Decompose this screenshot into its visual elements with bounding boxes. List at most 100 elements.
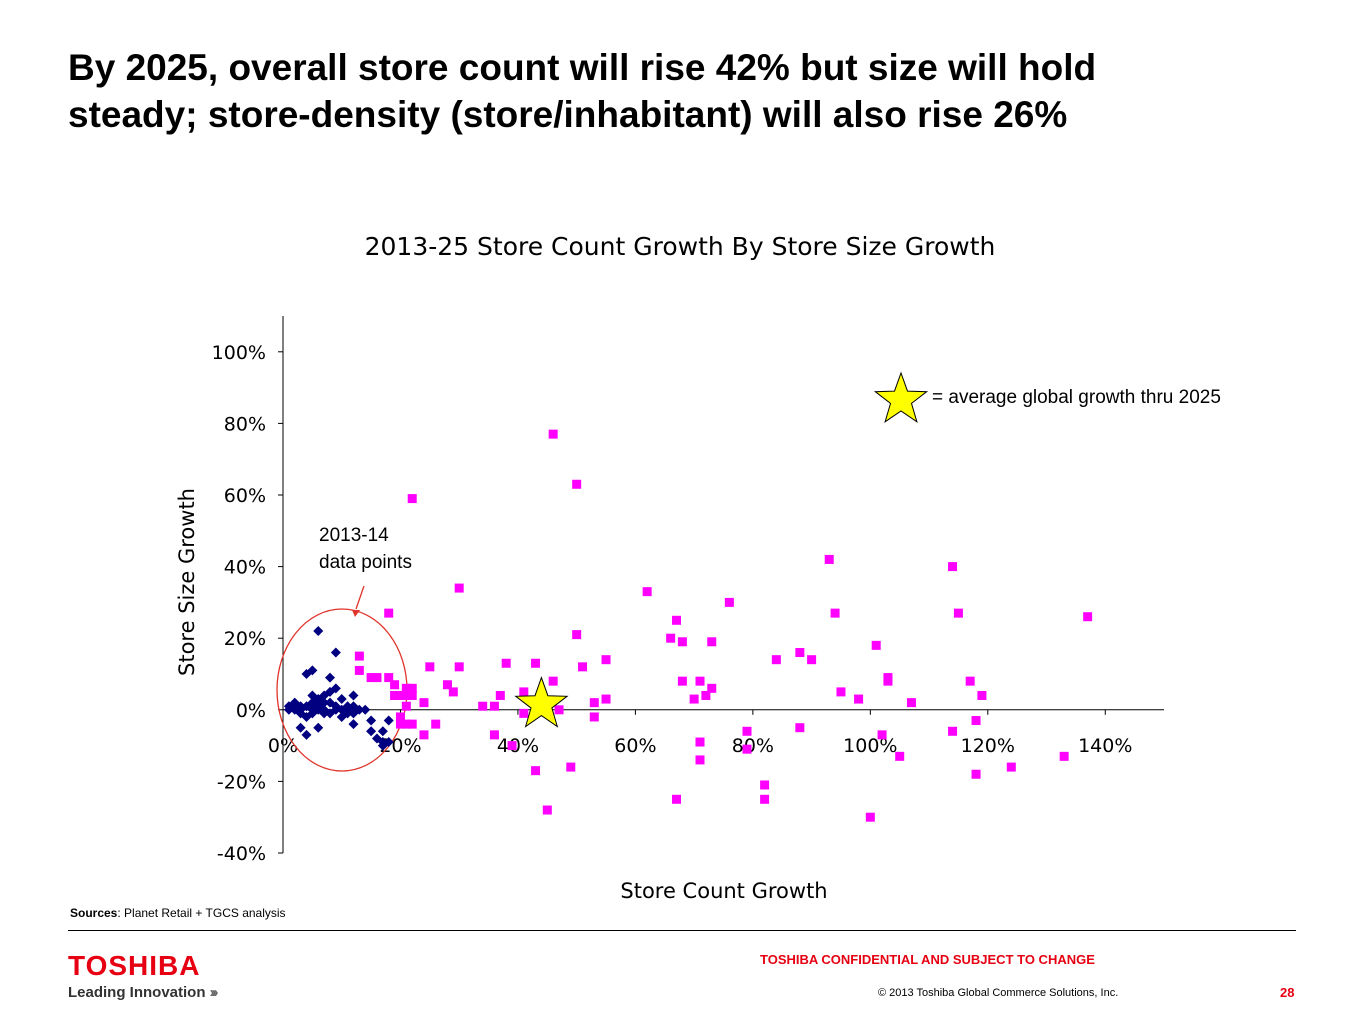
data-point-2013-25: [407, 719, 417, 729]
data-point-2013-25: [1083, 612, 1093, 622]
data-point-2013-25: [760, 794, 770, 804]
data-point-2013-25: [724, 597, 734, 607]
legend-text: = average global growth thru 2025: [932, 387, 1221, 408]
data-point-2013-25: [407, 690, 417, 700]
data-point-2013-14: [348, 690, 359, 701]
data-point-2013-25: [531, 658, 541, 668]
x-tick-label: 140%: [1078, 735, 1132, 757]
data-point-2013-25: [760, 780, 770, 790]
data-point-2013-25: [666, 633, 676, 643]
data-point-2013-25: [542, 805, 552, 815]
y-tick-label: -40%: [217, 843, 266, 865]
data-point-2013-25: [672, 615, 682, 625]
data-point-2013-25: [419, 730, 429, 740]
data-point-2013-14: [313, 626, 324, 637]
data-point-2013-25: [425, 662, 435, 672]
data-point-2013-14: [295, 701, 306, 712]
data-point-2013-25: [965, 676, 975, 686]
y-tick-label: -20%: [217, 771, 266, 793]
data-point-2013-25: [495, 690, 505, 700]
data-point-2013-25: [871, 640, 881, 650]
x-tick-label: 120%: [961, 735, 1015, 757]
data-point-2013-25: [877, 730, 887, 740]
data-point-2013-25: [401, 690, 411, 700]
x-tick-label: 80%: [732, 735, 774, 757]
annotation-arrowhead: [352, 610, 360, 617]
data-point-2013-25: [401, 719, 411, 729]
data-point-2013-25: [519, 708, 529, 718]
data-point-2013-14: [330, 647, 341, 658]
data-point-2013-25: [695, 755, 705, 765]
data-point-2013-25: [442, 680, 452, 690]
data-point-2013-25: [572, 479, 582, 489]
page-number: 28: [1280, 985, 1295, 1000]
data-point-2013-25: [695, 737, 705, 747]
data-point-2013-25: [578, 662, 588, 672]
y-tick-label: 60%: [224, 485, 266, 507]
data-point-2013-14: [360, 704, 371, 715]
data-point-2013-25: [836, 687, 846, 697]
y-tick-label: 100%: [212, 342, 266, 364]
sources-text: : Planet Retail + TGCS analysis: [117, 906, 286, 920]
data-point-2013-14: [313, 722, 324, 733]
data-point-2013-14: [354, 704, 365, 715]
data-point-2013-25: [589, 712, 599, 722]
data-point-2013-14: [330, 683, 341, 694]
annotation-arrow: [355, 585, 365, 610]
chevron-icon: ›››: [209, 984, 219, 1001]
data-point-2013-25: [830, 608, 840, 618]
data-point-2013-25: [395, 690, 405, 700]
data-point-2013-25: [977, 690, 987, 700]
x-tick-label: 100%: [843, 735, 897, 757]
data-point-2013-25: [501, 658, 511, 668]
y-tick-label: 80%: [224, 413, 266, 435]
data-point-2013-25: [448, 687, 458, 697]
data-point-2013-25: [742, 744, 752, 754]
data-point-2013-25: [390, 680, 400, 690]
x-axis-label: Store Count Growth: [620, 879, 827, 903]
data-point-2013-25: [906, 698, 916, 708]
data-point-2013-25: [689, 694, 699, 704]
tagline: Leading Innovation ›››: [68, 984, 219, 1001]
data-point-2013-14: [330, 704, 341, 715]
data-point-2013-25: [953, 608, 963, 618]
data-point-2013-25: [601, 655, 611, 665]
footer-divider: [68, 930, 1296, 931]
data-point-2013-25: [372, 673, 382, 683]
confidential-notice: TOSHIBA CONFIDENTIAL AND SUBJECT TO CHAN…: [760, 952, 1095, 967]
slide-title: By 2025, overall store count will rise 4…: [68, 44, 1308, 138]
legend-star-icon: [873, 371, 929, 423]
data-point-2013-25: [395, 712, 405, 722]
data-point-2013-25: [971, 769, 981, 779]
sources-label: Sources: [70, 906, 118, 920]
data-point-2013-25: [701, 690, 711, 700]
data-point-2013-25: [695, 676, 705, 686]
data-point-2013-25: [707, 683, 717, 693]
data-point-2013-25: [478, 701, 488, 711]
toshiba-logo: TOSHIBA: [68, 950, 201, 981]
data-point-2013-25: [548, 676, 558, 686]
copyright: © 2013 Toshiba Global Commerce Solutions…: [878, 987, 1119, 999]
data-point-2013-25: [354, 665, 364, 675]
data-point-2013-14: [301, 729, 312, 740]
data-point-2013-25: [883, 676, 893, 686]
data-point-2013-25: [742, 726, 752, 736]
data-point-2013-25: [1006, 762, 1016, 772]
data-point-2013-25: [366, 673, 376, 683]
data-point-2013-25: [948, 562, 958, 572]
data-point-2013-25: [824, 554, 834, 564]
tagline-text: Leading Innovation: [68, 984, 206, 1001]
y-tick-label: 20%: [224, 628, 266, 650]
data-point-2013-25: [395, 719, 405, 729]
data-point-2013-25: [971, 716, 981, 726]
data-point-2013-25: [354, 651, 364, 661]
data-point-2013-25: [642, 587, 652, 597]
data-point-2013-14: [366, 715, 377, 726]
data-point-2013-25: [895, 751, 905, 761]
data-point-2013-14: [383, 737, 394, 748]
data-point-2013-25: [1059, 751, 1069, 761]
x-tick-label: 0%: [268, 735, 298, 757]
data-point-2013-25: [554, 705, 564, 715]
data-point-2013-25: [795, 648, 805, 658]
